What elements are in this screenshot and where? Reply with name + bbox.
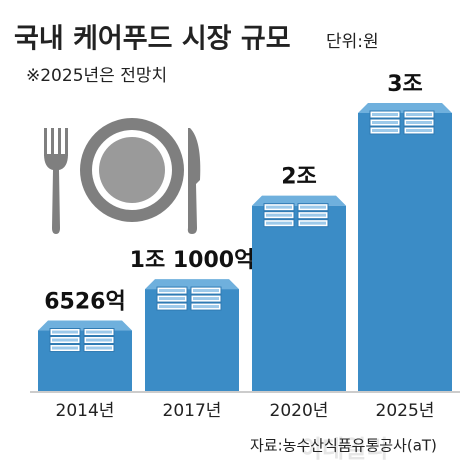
money-band (266, 205, 292, 209)
money-band (406, 129, 432, 132)
bar (252, 205, 346, 391)
money-band (159, 305, 185, 309)
money-band (52, 330, 78, 334)
unit-label: 단위:원 (326, 32, 379, 52)
money-band (159, 297, 185, 301)
money-band (86, 346, 112, 350)
money-band (266, 213, 292, 217)
money-band (372, 113, 398, 116)
money-band (159, 289, 185, 293)
value-label: 2조 (281, 165, 317, 190)
money-band (86, 330, 112, 334)
x-tick-label: 2014년 (56, 401, 115, 421)
money-band (193, 305, 219, 309)
watermark: 이데일리 (300, 435, 388, 463)
tableware-icons (44, 118, 201, 234)
x-tick-label: 2017년 (163, 401, 222, 421)
source: 자료:농수산식품유통공사(aT) (250, 437, 437, 455)
money-band (406, 113, 432, 116)
money-band (300, 221, 326, 225)
money-band (372, 121, 398, 124)
money-band (86, 338, 112, 342)
money-band (300, 205, 326, 209)
value-label: 6526억 (44, 290, 125, 315)
x-tick-label: 2025년 (376, 401, 435, 421)
money-band (406, 121, 432, 124)
money-band (266, 221, 292, 225)
bar (358, 113, 452, 391)
money-band (193, 297, 219, 301)
value-label: 1조 1000억 (130, 248, 255, 273)
chart-title: 국내 케어푸드 시장 규모 (14, 24, 291, 55)
money-band (193, 289, 219, 293)
chart-subtitle: ※2025년은 전망치 (26, 66, 167, 86)
money-band (52, 346, 78, 350)
x-tick-label: 2020년 (270, 401, 329, 421)
money-band (372, 129, 398, 132)
money-band (300, 213, 326, 217)
value-label: 3조 (387, 72, 423, 97)
money-band (52, 338, 78, 342)
